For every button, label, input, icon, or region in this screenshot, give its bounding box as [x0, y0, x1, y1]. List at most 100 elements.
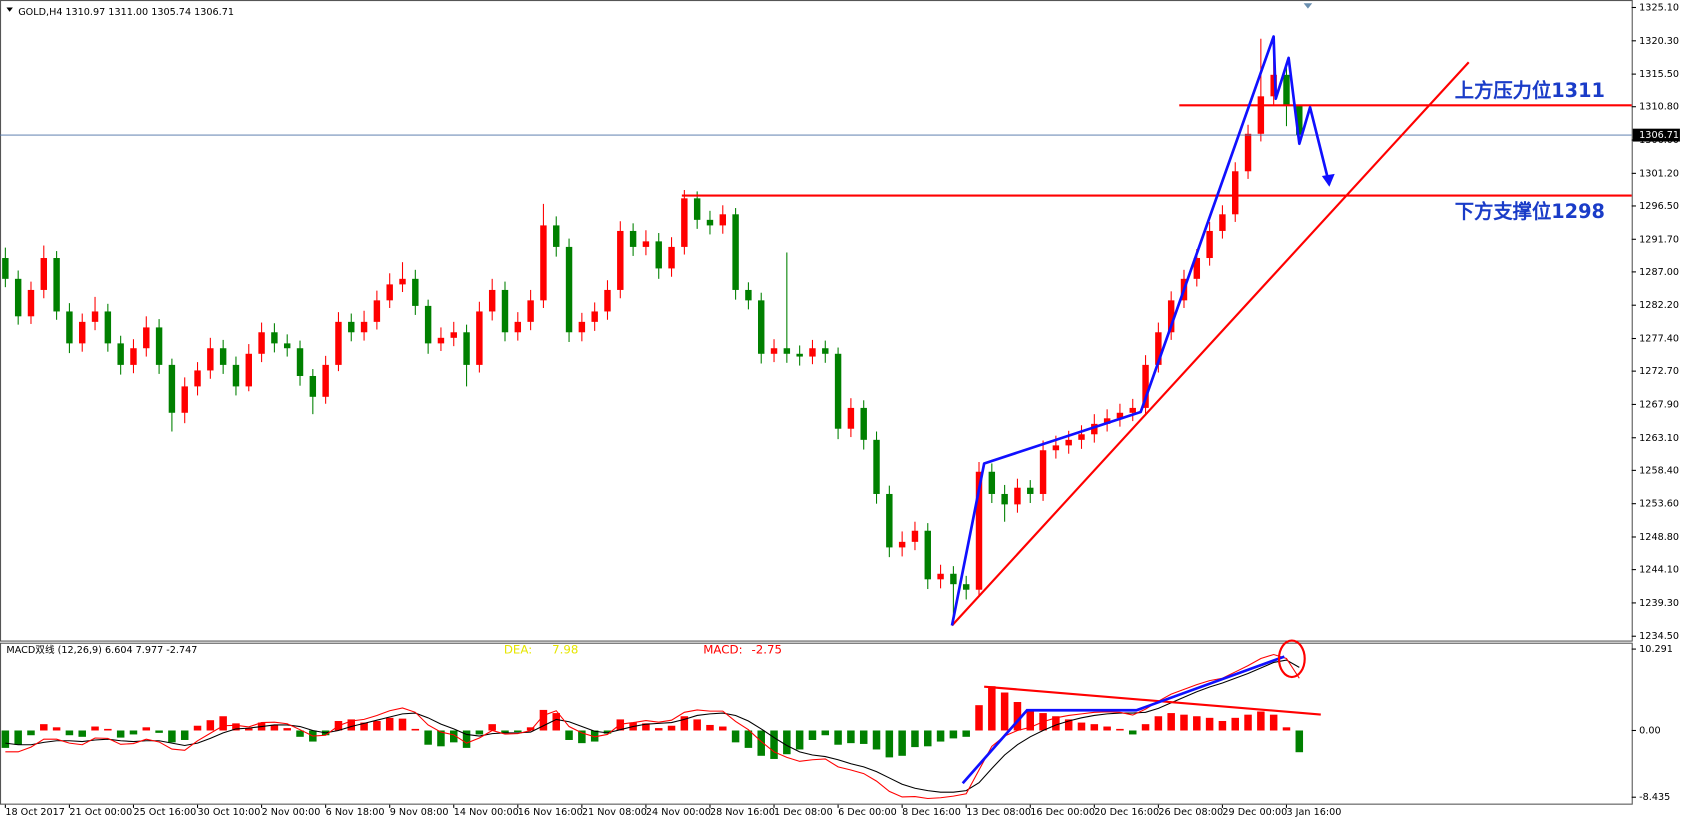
histogram-bar	[232, 723, 240, 731]
y-tick-label: 1239.30	[1639, 598, 1679, 609]
dea-line	[5, 659, 1300, 793]
candle-body	[655, 241, 662, 269]
histogram-bar	[1064, 719, 1073, 731]
level-label: 下方支撑位1298	[1455, 200, 1605, 223]
x-tick-label: 9 Nov 08:00	[390, 807, 449, 818]
histogram-bar	[898, 730, 906, 756]
histogram-bar	[885, 730, 894, 758]
histogram-bar	[283, 728, 291, 731]
candle-body	[1232, 171, 1239, 215]
candle-body	[1027, 487, 1034, 494]
y-tick-label: 1248.80	[1639, 532, 1679, 543]
candle-body	[143, 327, 150, 349]
histogram-bar	[578, 730, 586, 744]
candle-body	[911, 530, 919, 542]
y-tick-label: 1296.50	[1639, 201, 1679, 212]
candle-body	[975, 471, 983, 590]
histogram-bar	[642, 723, 650, 731]
shift-marker	[1303, 3, 1313, 9]
histogram-bar	[116, 730, 125, 738]
candle-body	[283, 343, 291, 349]
candle-body	[822, 348, 829, 354]
candle-body	[1296, 105, 1303, 136]
candle-body	[1014, 487, 1021, 505]
menu-triangle[interactable]	[6, 7, 13, 12]
histogram-bar	[245, 728, 253, 731]
candle-body	[463, 332, 470, 365]
candle-body	[424, 305, 432, 344]
candle-body	[860, 407, 867, 440]
candle-body	[924, 530, 931, 580]
candle-body	[79, 321, 86, 344]
histogram-bar	[1282, 727, 1291, 731]
candle-body	[1206, 230, 1213, 259]
y-tick-label: 10.291	[1639, 644, 1673, 655]
candle-body	[488, 289, 496, 312]
x-tick-label: 24 Nov 00:00	[646, 807, 711, 818]
candle-body	[578, 321, 586, 333]
histogram-bar	[834, 730, 842, 745]
histogram-bar	[975, 705, 983, 731]
histogram-bar	[398, 718, 407, 731]
readout-value: -2.75	[752, 643, 782, 657]
candle-body	[1091, 423, 1098, 435]
candle-body	[706, 219, 714, 226]
histogram-bar	[590, 730, 599, 742]
candle-body	[1078, 434, 1085, 440]
histogram-bar	[270, 724, 279, 731]
candle-body	[476, 311, 483, 365]
histogram-bar	[1205, 717, 1214, 731]
histogram-bar	[360, 722, 368, 731]
candle-body	[937, 573, 944, 580]
wave-path	[950, 35, 1331, 626]
histogram-bar	[1167, 713, 1175, 731]
x-tick-label: 8 Dec 16:00	[902, 807, 961, 818]
readout-label: DEA:	[504, 643, 532, 657]
histogram-bar	[962, 730, 970, 737]
candle-body	[693, 198, 701, 220]
histogram-bar	[795, 730, 804, 750]
candle-body	[809, 348, 816, 357]
histogram-bar	[1180, 714, 1188, 731]
y-tick-label: 1282.20	[1639, 300, 1679, 311]
histogram-bar	[1077, 722, 1086, 731]
y-tick-label: 1253.60	[1639, 499, 1679, 510]
y-tick-label: 1310.80	[1639, 102, 1679, 113]
histogram-bar	[1090, 724, 1099, 731]
candle-body	[450, 332, 457, 338]
candle-body	[309, 375, 317, 397]
histogram-bar	[501, 730, 509, 733]
histogram-bar	[91, 726, 99, 731]
trend-line	[951, 61, 1470, 627]
histogram-bar	[1141, 724, 1150, 731]
histogram-bar	[731, 730, 740, 743]
candle-body	[117, 343, 124, 365]
candle-body	[1270, 74, 1277, 97]
histogram-bar	[1269, 714, 1278, 731]
macd-panel-frame	[0, 642, 1633, 805]
candle-body	[40, 258, 48, 290]
histogram-bar	[65, 730, 74, 736]
histogram-bar	[1026, 711, 1035, 731]
candle-body	[617, 230, 624, 290]
histogram-bar	[142, 727, 151, 731]
histogram-bar	[373, 720, 381, 731]
candle-body	[1193, 258, 1201, 279]
y-tick-label: 1263.10	[1639, 433, 1679, 444]
histogram-bar	[78, 730, 86, 737]
histogram-bar	[347, 719, 356, 731]
candle-body	[898, 541, 906, 548]
y-tick-label: 1315.50	[1639, 69, 1679, 80]
ohlc-header: 1310.97 1311.00 1305.74 1306.71	[65, 7, 234, 18]
candle-body	[155, 327, 163, 365]
histogram-bar	[770, 730, 778, 759]
candle-body	[348, 321, 355, 333]
candle-body	[194, 370, 201, 387]
candle-body	[834, 353, 842, 429]
histogram-bar	[411, 728, 420, 731]
candle-body	[1129, 407, 1136, 413]
histogram-bar	[104, 728, 112, 731]
candle-body	[873, 439, 880, 494]
candle-body	[629, 230, 637, 247]
